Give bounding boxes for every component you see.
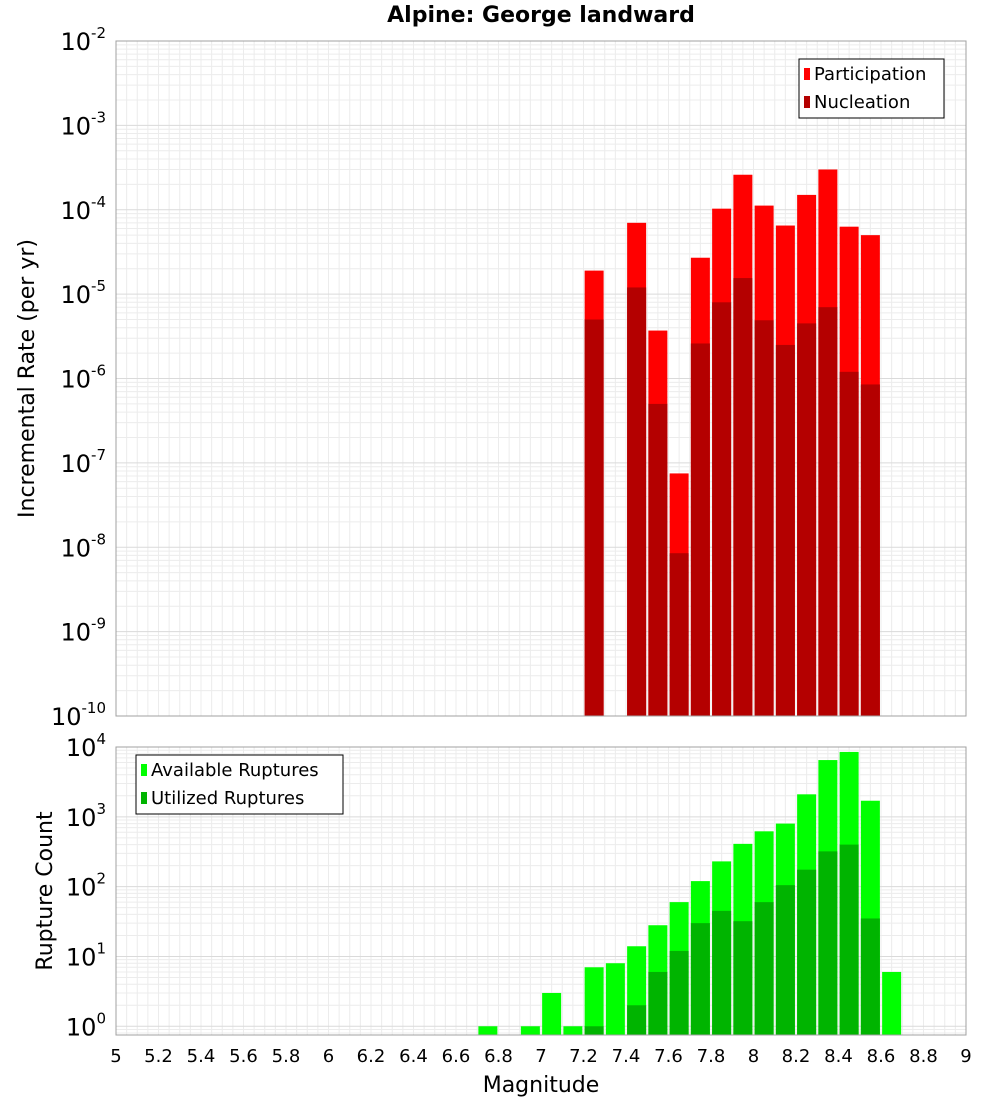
legend: Participation Nucleation	[798, 58, 945, 119]
bar-nucleation	[754, 320, 774, 716]
bar-nucleation	[797, 323, 817, 716]
y-axis-label: Rupture Count	[33, 811, 58, 971]
plot-border	[115, 746, 967, 1036]
bars	[584, 169, 880, 716]
bar-nucleation	[669, 553, 689, 716]
bar-utilized-ruptures	[669, 950, 689, 1035]
y-tick-label: 104	[66, 730, 106, 762]
y-tick-label: 10-7	[60, 446, 106, 478]
bar-nucleation	[712, 302, 732, 716]
x-tick-label: 8.6	[867, 1046, 896, 1067]
x-tick-label: 5.8	[272, 1046, 301, 1067]
x-tick-label: 7.8	[697, 1046, 726, 1067]
legend-swatch	[804, 68, 810, 80]
legend: Available Ruptures Utilized Ruptures	[135, 754, 344, 815]
legend-label: Participation	[814, 64, 926, 85]
x-tick-label: 5.2	[144, 1046, 173, 1067]
legend-label: Nucleation	[814, 92, 910, 113]
chart-title: Alpine: George landward	[387, 3, 695, 28]
bar-nucleation	[860, 384, 880, 716]
bar-utilized-ruptures	[712, 910, 732, 1035]
y-tick-label: 10-3	[60, 108, 106, 140]
x-tick-label: 6.2	[357, 1046, 386, 1067]
bars	[478, 751, 902, 1035]
bar-nucleation	[690, 343, 710, 716]
x-tick-label: 7.2	[569, 1046, 598, 1067]
x-tick-label: 8.4	[824, 1046, 853, 1067]
bar-available-ruptures	[882, 971, 902, 1035]
y-tick-label: 100	[66, 1009, 106, 1041]
bar-utilized-ruptures	[733, 921, 753, 1035]
bar-available-ruptures	[520, 1026, 540, 1035]
x-tick-label: 7.6	[654, 1046, 683, 1067]
bar-nucleation	[733, 278, 753, 716]
bar-available-ruptures	[605, 963, 625, 1035]
legend-box	[798, 58, 945, 119]
legend-swatch	[804, 96, 810, 108]
y-tick-label: 101	[66, 939, 106, 971]
y-tick-label: 10-4	[60, 193, 106, 225]
bar-utilized-ruptures	[648, 971, 668, 1035]
y-tick-label: 10-9	[60, 615, 106, 647]
bar-utilized-ruptures	[818, 851, 838, 1035]
bar-utilized-ruptures	[839, 844, 859, 1035]
plot-border	[115, 40, 967, 717]
bar-nucleation	[775, 344, 795, 716]
y-tick-label: 10-6	[60, 362, 106, 394]
bar-utilized-ruptures	[627, 1005, 647, 1035]
x-tick-label: 6.4	[399, 1046, 428, 1067]
y-axis-label: Incremental Rate (per yr)	[15, 239, 40, 518]
bar-nucleation	[627, 287, 647, 716]
x-tick-label: 8.2	[782, 1046, 811, 1067]
x-tick-label: 6.6	[442, 1046, 471, 1067]
panel-rupture-count: 100 101 102 103 104 Rupture Count 5 5.2 5.4 5.6 5.…	[33, 730, 972, 1098]
x-tick-label: 6.8	[484, 1046, 513, 1067]
x-tick-label: 7	[535, 1046, 546, 1067]
x-tick-label: 5	[110, 1046, 121, 1067]
legend-label: Utilized Ruptures	[151, 788, 304, 809]
y-tick-label: 10-2	[60, 24, 106, 56]
panel-incremental-rate: 10-10 10-9 10-8 10-7 10-6 10-5 10-4 10-3 10-2 Inc…	[15, 3, 967, 731]
bar-nucleation	[584, 319, 604, 716]
bar-utilized-ruptures	[690, 923, 710, 1035]
legend-swatch	[141, 792, 147, 804]
y-tick-label: 102	[66, 870, 106, 902]
x-tick-label: 9	[960, 1046, 971, 1067]
bar-available-ruptures	[478, 1026, 498, 1035]
bar-available-ruptures	[542, 992, 562, 1035]
bar-available-ruptures	[584, 967, 604, 1035]
grid	[115, 40, 967, 717]
y-tick-label: 103	[66, 800, 106, 832]
bar-utilized-ruptures	[754, 902, 774, 1035]
legend-box	[135, 754, 344, 815]
bar-utilized-ruptures	[584, 1026, 604, 1035]
y-tick-label: 10-5	[60, 277, 106, 309]
legend-swatch	[141, 764, 147, 776]
x-tick-label: 8	[748, 1046, 759, 1067]
bar-utilized-ruptures	[797, 869, 817, 1035]
x-tick-label: 6	[323, 1046, 334, 1067]
bar-available-ruptures	[563, 1026, 583, 1035]
bar-utilized-ruptures	[860, 918, 880, 1035]
bar-nucleation	[648, 403, 668, 716]
x-tick-label: 5.6	[229, 1046, 258, 1067]
x-tick-label: 8.8	[909, 1046, 938, 1067]
bar-nucleation	[839, 371, 859, 716]
y-tick-label: 10-10	[51, 699, 106, 731]
x-tick-label: 7.4	[612, 1046, 641, 1067]
legend-label: Available Ruptures	[151, 760, 319, 781]
x-axis-label: Magnitude	[483, 1073, 600, 1098]
y-tick-label: 10-8	[60, 530, 106, 562]
bar-nucleation	[818, 307, 838, 716]
x-tick-label: 5.4	[187, 1046, 216, 1067]
bar-utilized-ruptures	[775, 885, 795, 1035]
